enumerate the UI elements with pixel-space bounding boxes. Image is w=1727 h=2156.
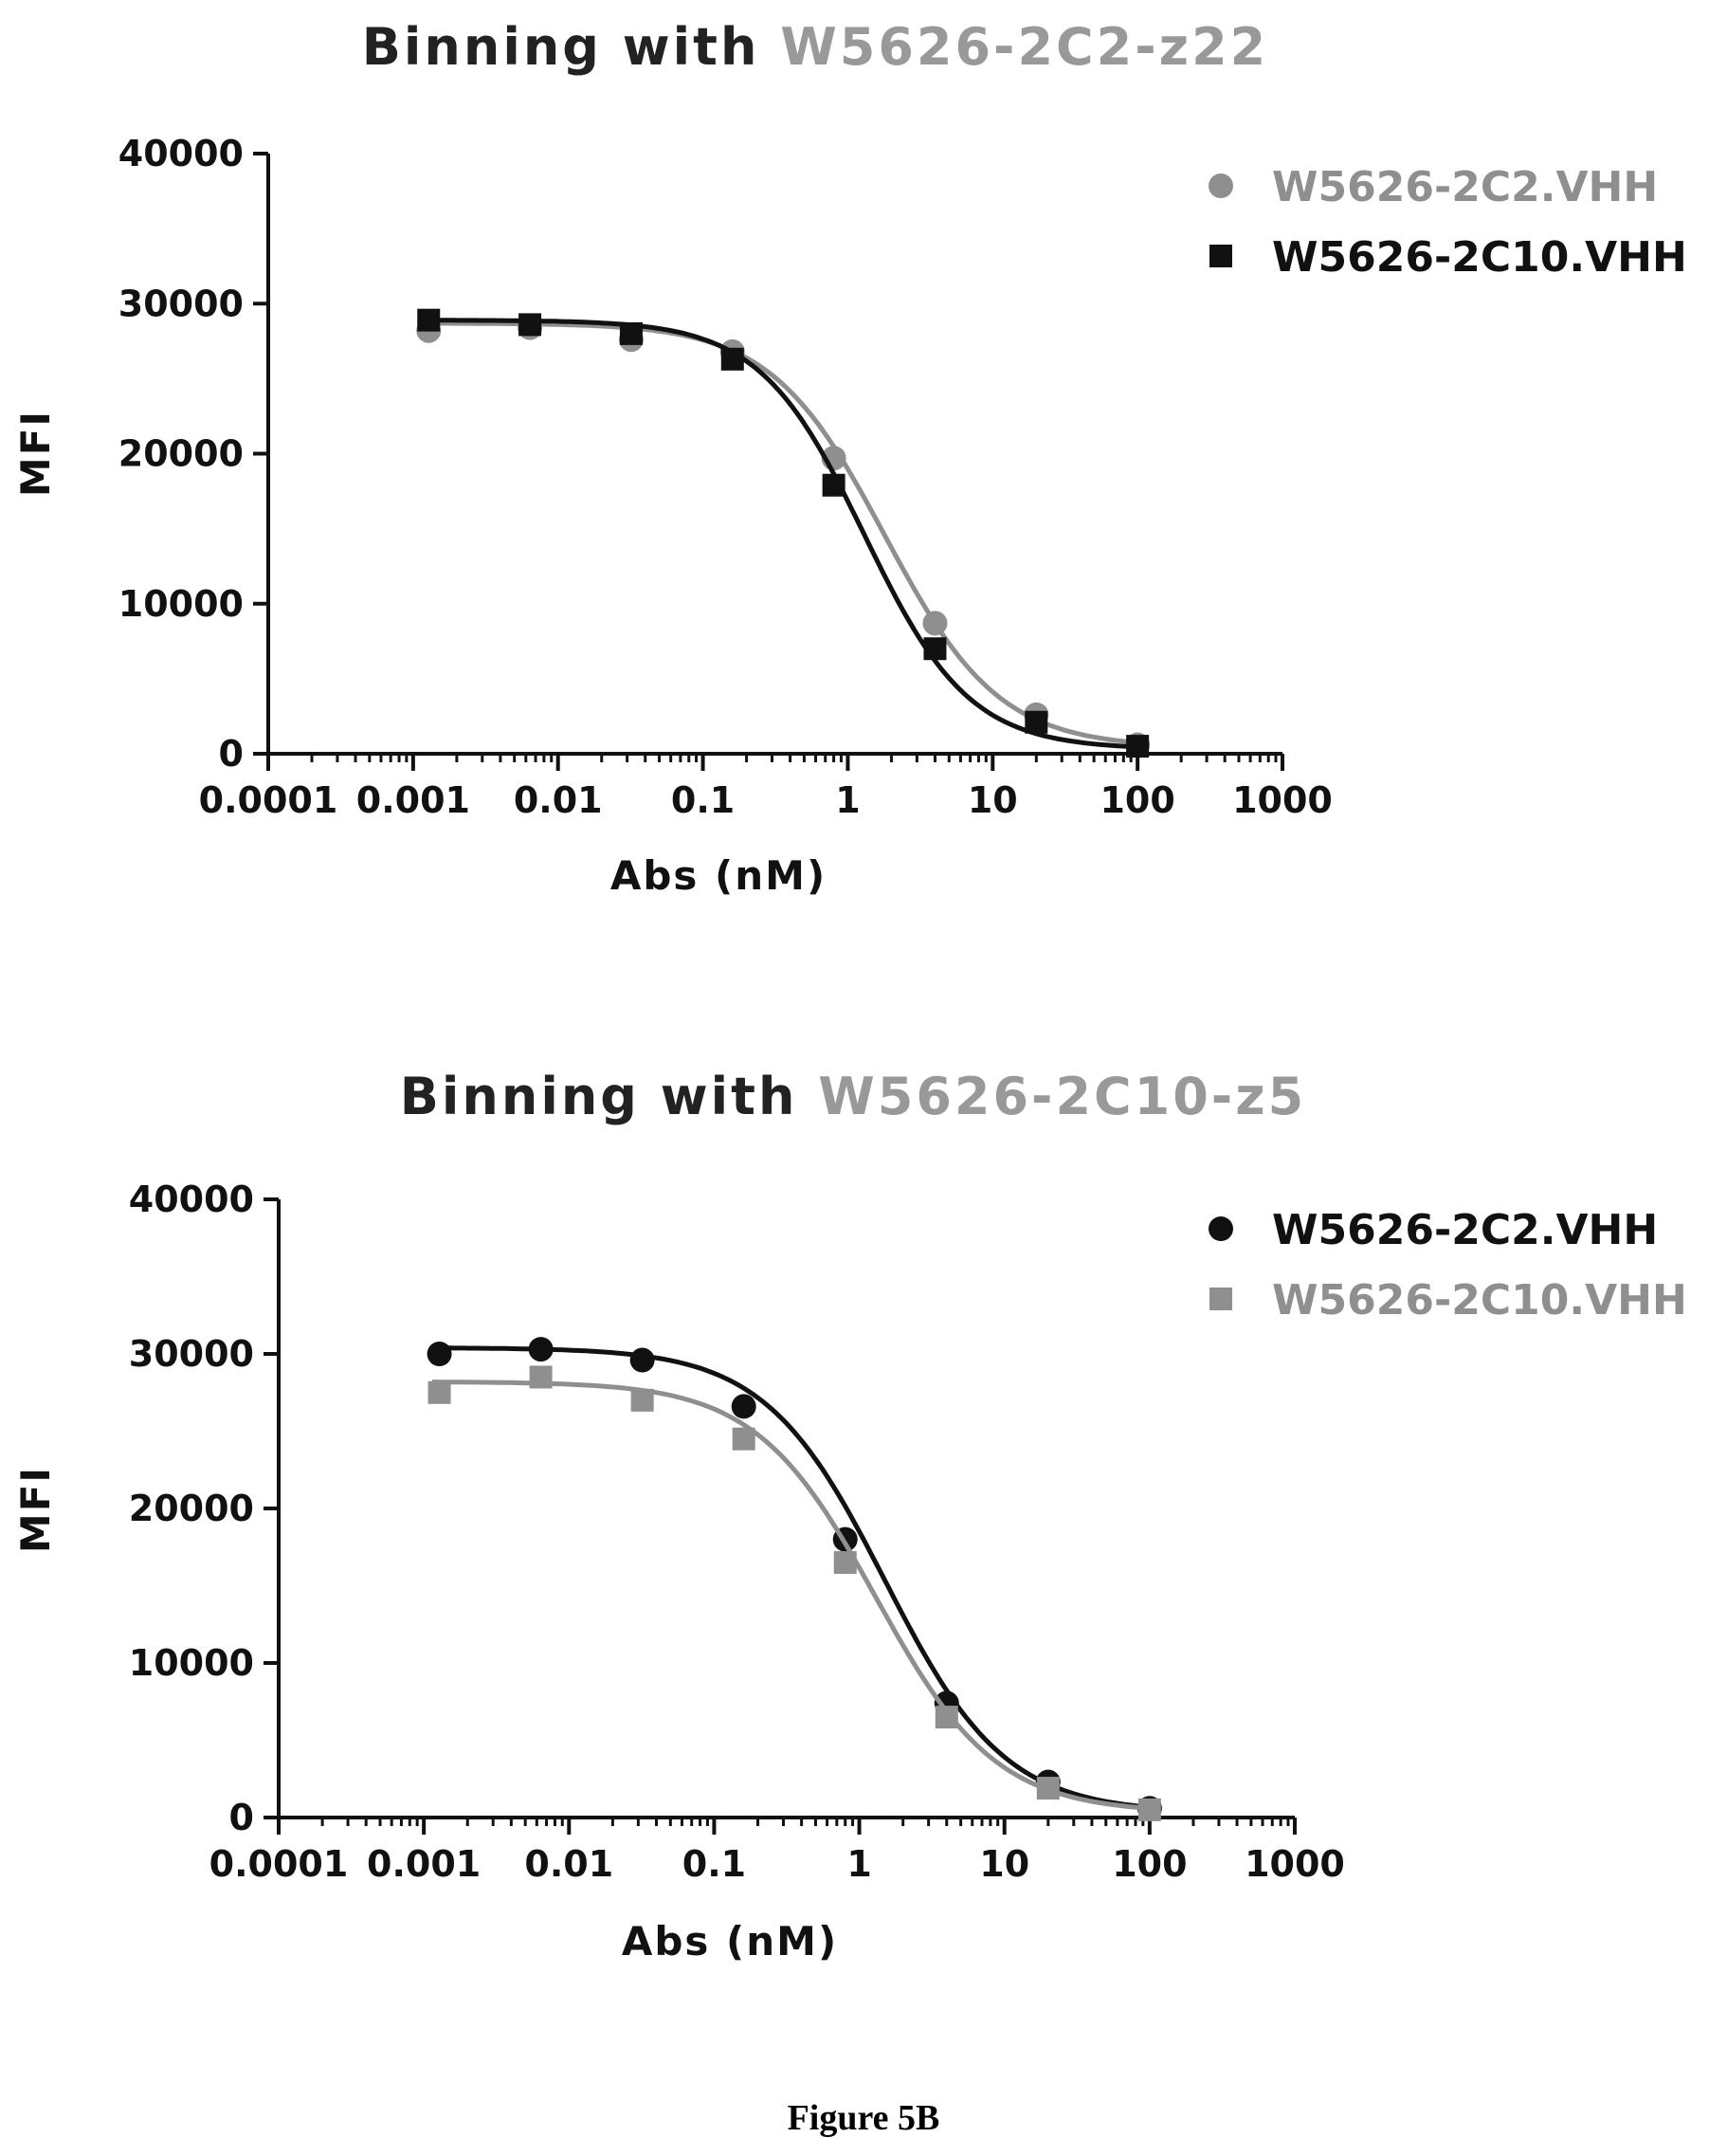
data-point <box>833 1551 857 1575</box>
x-tick-label: 0.1 <box>682 1843 746 1885</box>
figure-caption: Figure 5B <box>787 2098 940 2138</box>
chart-1: Binning with W5626-2C2-z22 0 10000 20000 300… <box>12 17 1687 899</box>
x-tick-label: 0.01 <box>514 779 603 821</box>
fit-curve <box>431 1379 1157 1812</box>
fit-curve <box>421 318 1145 750</box>
legend-marker <box>1209 245 1232 267</box>
data-point <box>630 1388 654 1412</box>
data-point <box>417 308 441 332</box>
legend-marker <box>1209 1216 1233 1241</box>
y-tick-label: 40000 <box>129 1178 254 1220</box>
fit-curve <box>431 1345 1157 1811</box>
legend-label: W5626-2C2.VHH <box>1272 163 1658 211</box>
x-tick-label: 0.001 <box>356 779 470 821</box>
legend-marker <box>1209 174 1233 198</box>
legend-marker <box>1209 1288 1232 1310</box>
x-tick-label: 10 <box>968 779 1018 821</box>
data-point <box>619 321 643 345</box>
data-point <box>935 1706 958 1729</box>
x-tick-label: 0.0001 <box>199 779 338 821</box>
series-1: W5626-2C2.VHH <box>427 1206 1658 1821</box>
chart-title-highlight: W5626-2C2-z22 <box>780 17 1268 77</box>
data-point <box>1126 735 1150 758</box>
y-axis-label: MFI <box>12 410 59 497</box>
data-point <box>732 1427 755 1451</box>
chart-2: Binning with W5626-2C10-z5 0 10000 20000 300… <box>12 1067 1687 1964</box>
x-axis-label: Abs (nM) <box>610 852 827 899</box>
y-tick-label: 10000 <box>118 583 244 625</box>
data-point <box>922 611 948 636</box>
y-tick-label: 40000 <box>118 133 244 174</box>
chart-title: Binning with W5626-2C2-z22 <box>362 17 1268 77</box>
data-point <box>923 637 947 661</box>
y-tick-label: 30000 <box>118 283 244 324</box>
legend-label: W5626-2C10.VHH <box>1272 233 1687 282</box>
legend-label: W5626-2C2.VHH <box>1272 1206 1658 1254</box>
x-tick-label: 0.1 <box>671 779 735 821</box>
y-tick-label: 10000 <box>129 1642 254 1684</box>
x-tick-label: 100 <box>1112 1843 1187 1885</box>
data-point <box>822 473 845 497</box>
chart-title-prefix: Binning with <box>362 17 780 77</box>
y-tick-label: 0 <box>229 1797 254 1838</box>
data-point <box>629 1347 655 1373</box>
x-tick-label: 1 <box>846 1843 871 1885</box>
x-tick-label: 1000 <box>1232 779 1333 821</box>
legend-label: W5626-2C10.VHH <box>1272 1276 1687 1325</box>
x-tick-label: 100 <box>1100 779 1174 821</box>
x-tick-label: 1 <box>835 779 860 821</box>
data-point <box>1025 710 1048 734</box>
data-point <box>427 1342 452 1366</box>
y-tick-label: 30000 <box>129 1333 254 1375</box>
data-point <box>529 1365 553 1389</box>
series-2: W5626-2C10.VHH <box>427 1276 1687 1821</box>
data-point <box>528 1337 554 1362</box>
x-tick-label: 0.001 <box>367 1843 481 1885</box>
data-point <box>720 347 744 371</box>
data-point <box>518 313 542 337</box>
data-point <box>1137 1798 1161 1821</box>
y-tick-label: 20000 <box>129 1488 254 1529</box>
chart-title-prefix: Binning with <box>400 1067 818 1126</box>
chart-title: Binning with W5626-2C10-z5 <box>400 1067 1306 1126</box>
data-point <box>1036 1777 1060 1800</box>
x-tick-label: 0.01 <box>524 1843 613 1885</box>
fit-curve <box>421 320 1146 746</box>
y-tick-label: 20000 <box>118 433 244 475</box>
series-2: W5626-2C10.VHH <box>417 233 1687 758</box>
x-tick-label: 10 <box>979 1843 1029 1885</box>
data-point <box>731 1394 756 1419</box>
y-axis-label: MFI <box>12 1466 59 1553</box>
y-tick-label: 0 <box>219 733 244 775</box>
data-point <box>427 1380 451 1404</box>
chart-title-highlight: W5626-2C10-z5 <box>818 1067 1306 1126</box>
x-axis-label: Abs (nM) <box>622 1918 838 1964</box>
x-tick-label: 0.0001 <box>209 1843 349 1885</box>
x-tick-label: 1000 <box>1245 1843 1345 1885</box>
